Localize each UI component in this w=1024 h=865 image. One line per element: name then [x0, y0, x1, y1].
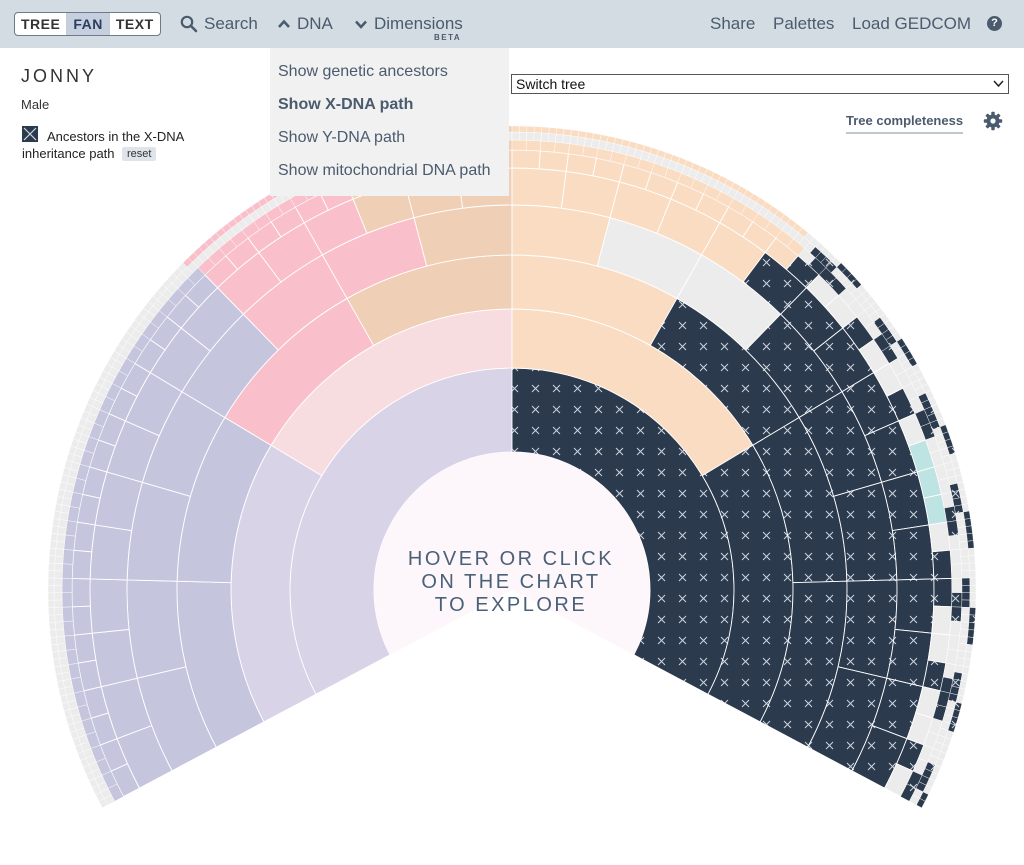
tree-view-button[interactable]: TREE — [21, 16, 61, 32]
legend-label-line-1: Ancestors in the X-DNA — [47, 129, 185, 144]
dna-label: DNA — [297, 14, 333, 33]
view-mode-switch: TREE FAN TEXT — [14, 12, 161, 36]
beta-badge: BETA — [434, 33, 462, 42]
menu-item-mitochondrial-path[interactable]: Show mitochondrial DNA path — [278, 162, 491, 179]
person-gender: Male — [21, 97, 50, 112]
dna-menu-button[interactable]: DNA — [277, 14, 333, 34]
text-view-button[interactable]: TEXT — [115, 16, 154, 32]
search-icon — [180, 15, 198, 33]
search-label: Search — [204, 14, 258, 33]
switch-tree-select[interactable]: Switch tree — [511, 74, 1009, 94]
menu-item-y-dna-path[interactable]: Show Y-DNA path — [278, 129, 406, 146]
fan-view-button[interactable]: FAN — [66, 13, 110, 35]
gear-icon[interactable] — [983, 111, 1003, 131]
dimensions-menu-button[interactable]: Dimensions — [354, 14, 463, 34]
load-gedcom-button[interactable]: Load GEDCOM — [852, 14, 972, 33]
legend-label-line-2: inheritance path — [22, 146, 115, 161]
person-name: JONNY — [21, 66, 98, 86]
search-button[interactable]: Search — [180, 14, 258, 34]
switch-tree-label: Switch tree — [516, 76, 586, 92]
dropdown-arrow-icon — [993, 80, 1004, 88]
center-prompt-line-2: ON THE CHART — [421, 571, 601, 593]
center-prompt: HOVER OR CLICK ON THE CHART TO EXPLORE — [380, 548, 642, 617]
dna-dropdown-menu: Show genetic ancestors Show X-DNA path S… — [270, 48, 509, 196]
help-icon[interactable]: ? — [987, 16, 1002, 31]
center-prompt-line-3: TO EXPLORE — [434, 594, 588, 616]
menu-item-genetic-ancestors[interactable]: Show genetic ancestors — [278, 63, 448, 80]
x-dna-legend-swatch — [22, 126, 38, 142]
menu-item-x-dna-path[interactable]: Show X-DNA path — [278, 96, 414, 113]
palettes-button[interactable]: Palettes — [773, 14, 835, 33]
reset-button[interactable]: reset — [122, 147, 157, 161]
share-button[interactable]: Share — [710, 14, 756, 33]
chevron-down-icon — [355, 20, 367, 29]
tree-completeness-button[interactable]: Tree completeness — [846, 113, 964, 134]
chevron-up-icon — [278, 19, 290, 28]
center-prompt-line-1: HOVER OR CLICK — [407, 548, 615, 570]
top-bar: TREE FAN TEXT Search DNA Dimensions BETA… — [0, 0, 1024, 48]
dimensions-label: Dimensions — [374, 14, 463, 33]
